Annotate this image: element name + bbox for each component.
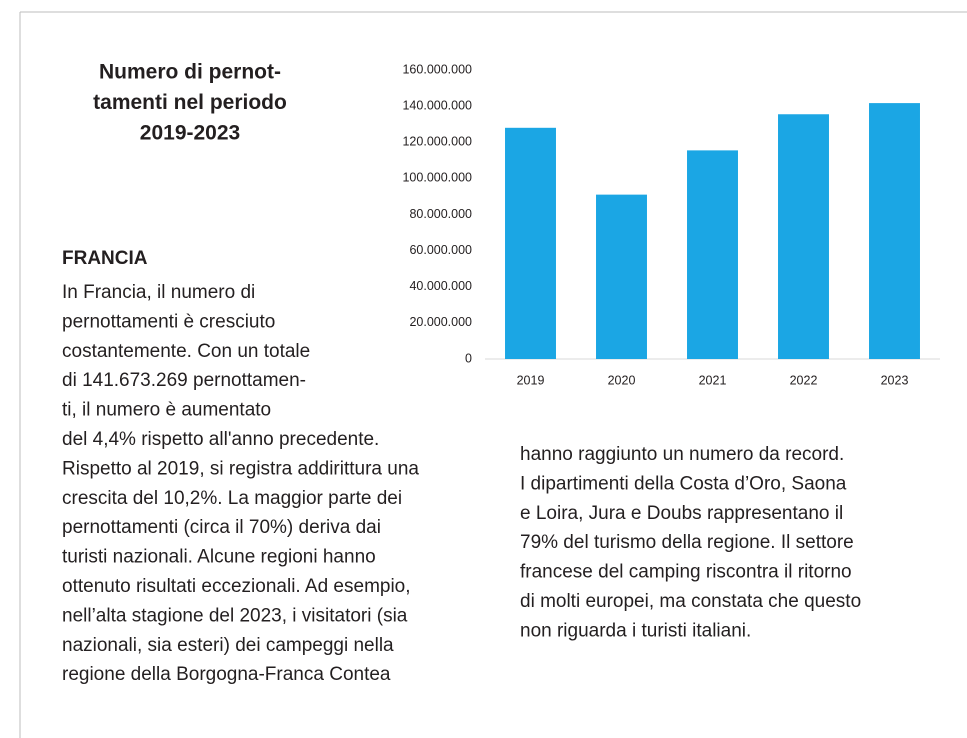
body-line: I dipartimenti della Costa d’Oro, Saona xyxy=(520,473,847,494)
body-line: del 4,4% rispetto all'anno precedente. xyxy=(62,429,379,450)
body-line: In Francia, il numero di xyxy=(62,282,255,303)
y-tick-label: 100.000.000 xyxy=(402,171,472,185)
bar xyxy=(596,194,647,359)
body-line: di molti europei, ma constata che questo xyxy=(520,591,861,612)
body-line: crescita del 10,2%. La maggior parte dei xyxy=(62,488,402,509)
section-heading: FRANCIA xyxy=(62,248,148,269)
body-line: pernottamenti (circa il 70%) deriva dai xyxy=(62,517,381,538)
y-tick-label: 80.000.000 xyxy=(409,207,472,221)
chart-title: 2019-2023 xyxy=(140,122,240,145)
body-line: nazionali, sia esteri) dei campeggi nell… xyxy=(62,635,394,656)
y-tick-label: 120.000.000 xyxy=(402,135,472,149)
body-line: non riguarda i turisti italiani. xyxy=(520,620,751,641)
y-tick-label: 140.000.000 xyxy=(402,98,472,112)
chart-title: Numero di pernot- xyxy=(99,61,281,84)
body-line: regione della Borgogna-Franca Contea xyxy=(62,664,391,685)
body-line: turisti nazionali. Alcune regioni hanno xyxy=(62,547,376,568)
y-tick-label: 160.000.000 xyxy=(402,62,472,76)
x-tick-label: 2021 xyxy=(699,373,727,387)
chart-title: tamenti nel periodo xyxy=(93,91,287,114)
body-line: pernottamenti è cresciuto xyxy=(62,311,275,332)
x-tick-label: 2023 xyxy=(881,373,909,387)
bar xyxy=(505,127,556,359)
y-tick-label: 0 xyxy=(465,351,472,365)
body-line: hanno raggiunto un numero da record. xyxy=(520,444,844,465)
bar xyxy=(687,150,738,359)
body-line: nell’alta stagione del 2023, i visitator… xyxy=(62,605,408,626)
body-line: ottenuto risultati eccezionali. Ad esemp… xyxy=(62,576,411,597)
y-tick-label: 40.000.000 xyxy=(409,279,472,293)
body-line: ti, il numero è aumentato xyxy=(62,400,271,421)
y-tick-label: 60.000.000 xyxy=(409,243,472,257)
y-tick-label: 20.000.000 xyxy=(409,315,472,329)
body-line: e Loira, Jura e Doubs rappresentano il xyxy=(520,503,843,524)
x-tick-label: 2019 xyxy=(517,373,545,387)
x-tick-label: 2022 xyxy=(790,373,818,387)
bar xyxy=(778,114,829,359)
x-tick-label: 2020 xyxy=(608,373,636,387)
body-line: costantemente. Con un totale xyxy=(62,341,310,362)
body-line: francese del camping riscontra il ritorn… xyxy=(520,562,852,583)
body-line: 79% del turismo della regione. Il settor… xyxy=(520,532,854,553)
body-line: Rispetto al 2019, si registra addirittur… xyxy=(62,458,419,479)
body-line: di 141.673.269 pernottamen- xyxy=(62,370,306,391)
bar xyxy=(869,103,920,359)
